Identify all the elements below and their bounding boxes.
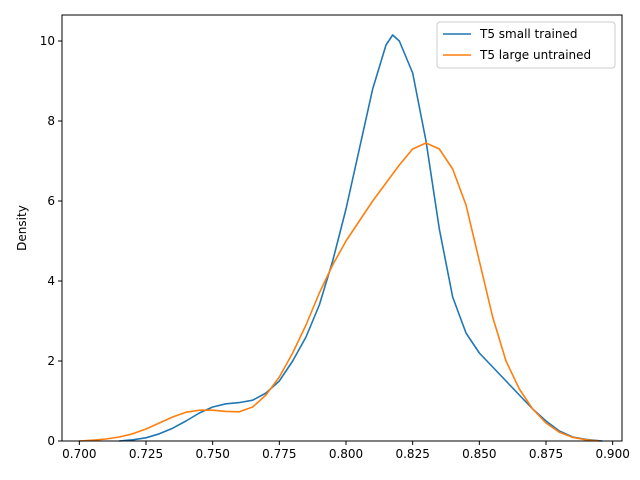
y-tick-label: 10 — [40, 34, 55, 48]
x-tick-label: 0.825 — [395, 447, 429, 461]
x-tick-label: 0.875 — [529, 447, 563, 461]
axes-frame — [61, 14, 623, 442]
x-ticks: 0.700 0.725 0.750 0.775 0.800 0.825 0.850 0.875… — [62, 441, 630, 461]
y-tick-label: 4 — [47, 274, 55, 288]
x-tick-label: 0.750 — [195, 447, 229, 461]
legend-box — [436, 21, 616, 69]
x-tick-label: 0.725 — [129, 447, 163, 461]
x-tick-label: 0.700 — [62, 447, 96, 461]
legend-label-2: T5 large untrained — [479, 48, 591, 62]
legend: T5 small trained T5 large untrained — [436, 21, 616, 69]
series-layer — [78, 34, 603, 442]
legend-label-1: T5 small trained — [479, 27, 578, 41]
x-tick-label: 0.800 — [329, 447, 363, 461]
x-tick-label: 0.775 — [262, 447, 296, 461]
x-tick-label: 0.900 — [595, 447, 629, 461]
y-tick-label: 2 — [47, 354, 55, 368]
legend-items: T5 small trained T5 large untrained — [443, 27, 591, 62]
y-tick-label: 6 — [47, 194, 55, 208]
y-tick-label: 0 — [47, 434, 55, 448]
y-axis-label: Density — [15, 205, 29, 251]
y-tick-label: 8 — [47, 114, 55, 128]
series-line-1 — [118, 34, 603, 442]
y-ticks: 0 2 4 6 8 10 — [40, 34, 62, 448]
x-tick-label: 0.850 — [462, 447, 496, 461]
series-line-2 — [78, 142, 601, 442]
